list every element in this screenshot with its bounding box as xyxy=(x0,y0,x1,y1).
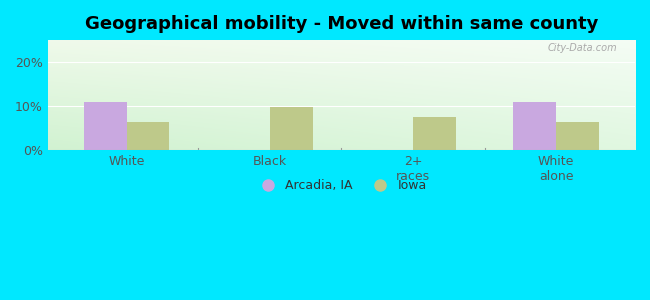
Text: City-Data.com: City-Data.com xyxy=(548,44,617,53)
Title: Geographical mobility - Moved within same county: Geographical mobility - Moved within sam… xyxy=(84,15,598,33)
Legend: Arcadia, IA, Iowa: Arcadia, IA, Iowa xyxy=(250,174,432,197)
Bar xyxy=(413,117,456,150)
Bar xyxy=(514,102,556,150)
Bar xyxy=(127,122,170,150)
Bar xyxy=(270,107,313,150)
Bar xyxy=(556,122,599,150)
Bar xyxy=(84,102,127,150)
